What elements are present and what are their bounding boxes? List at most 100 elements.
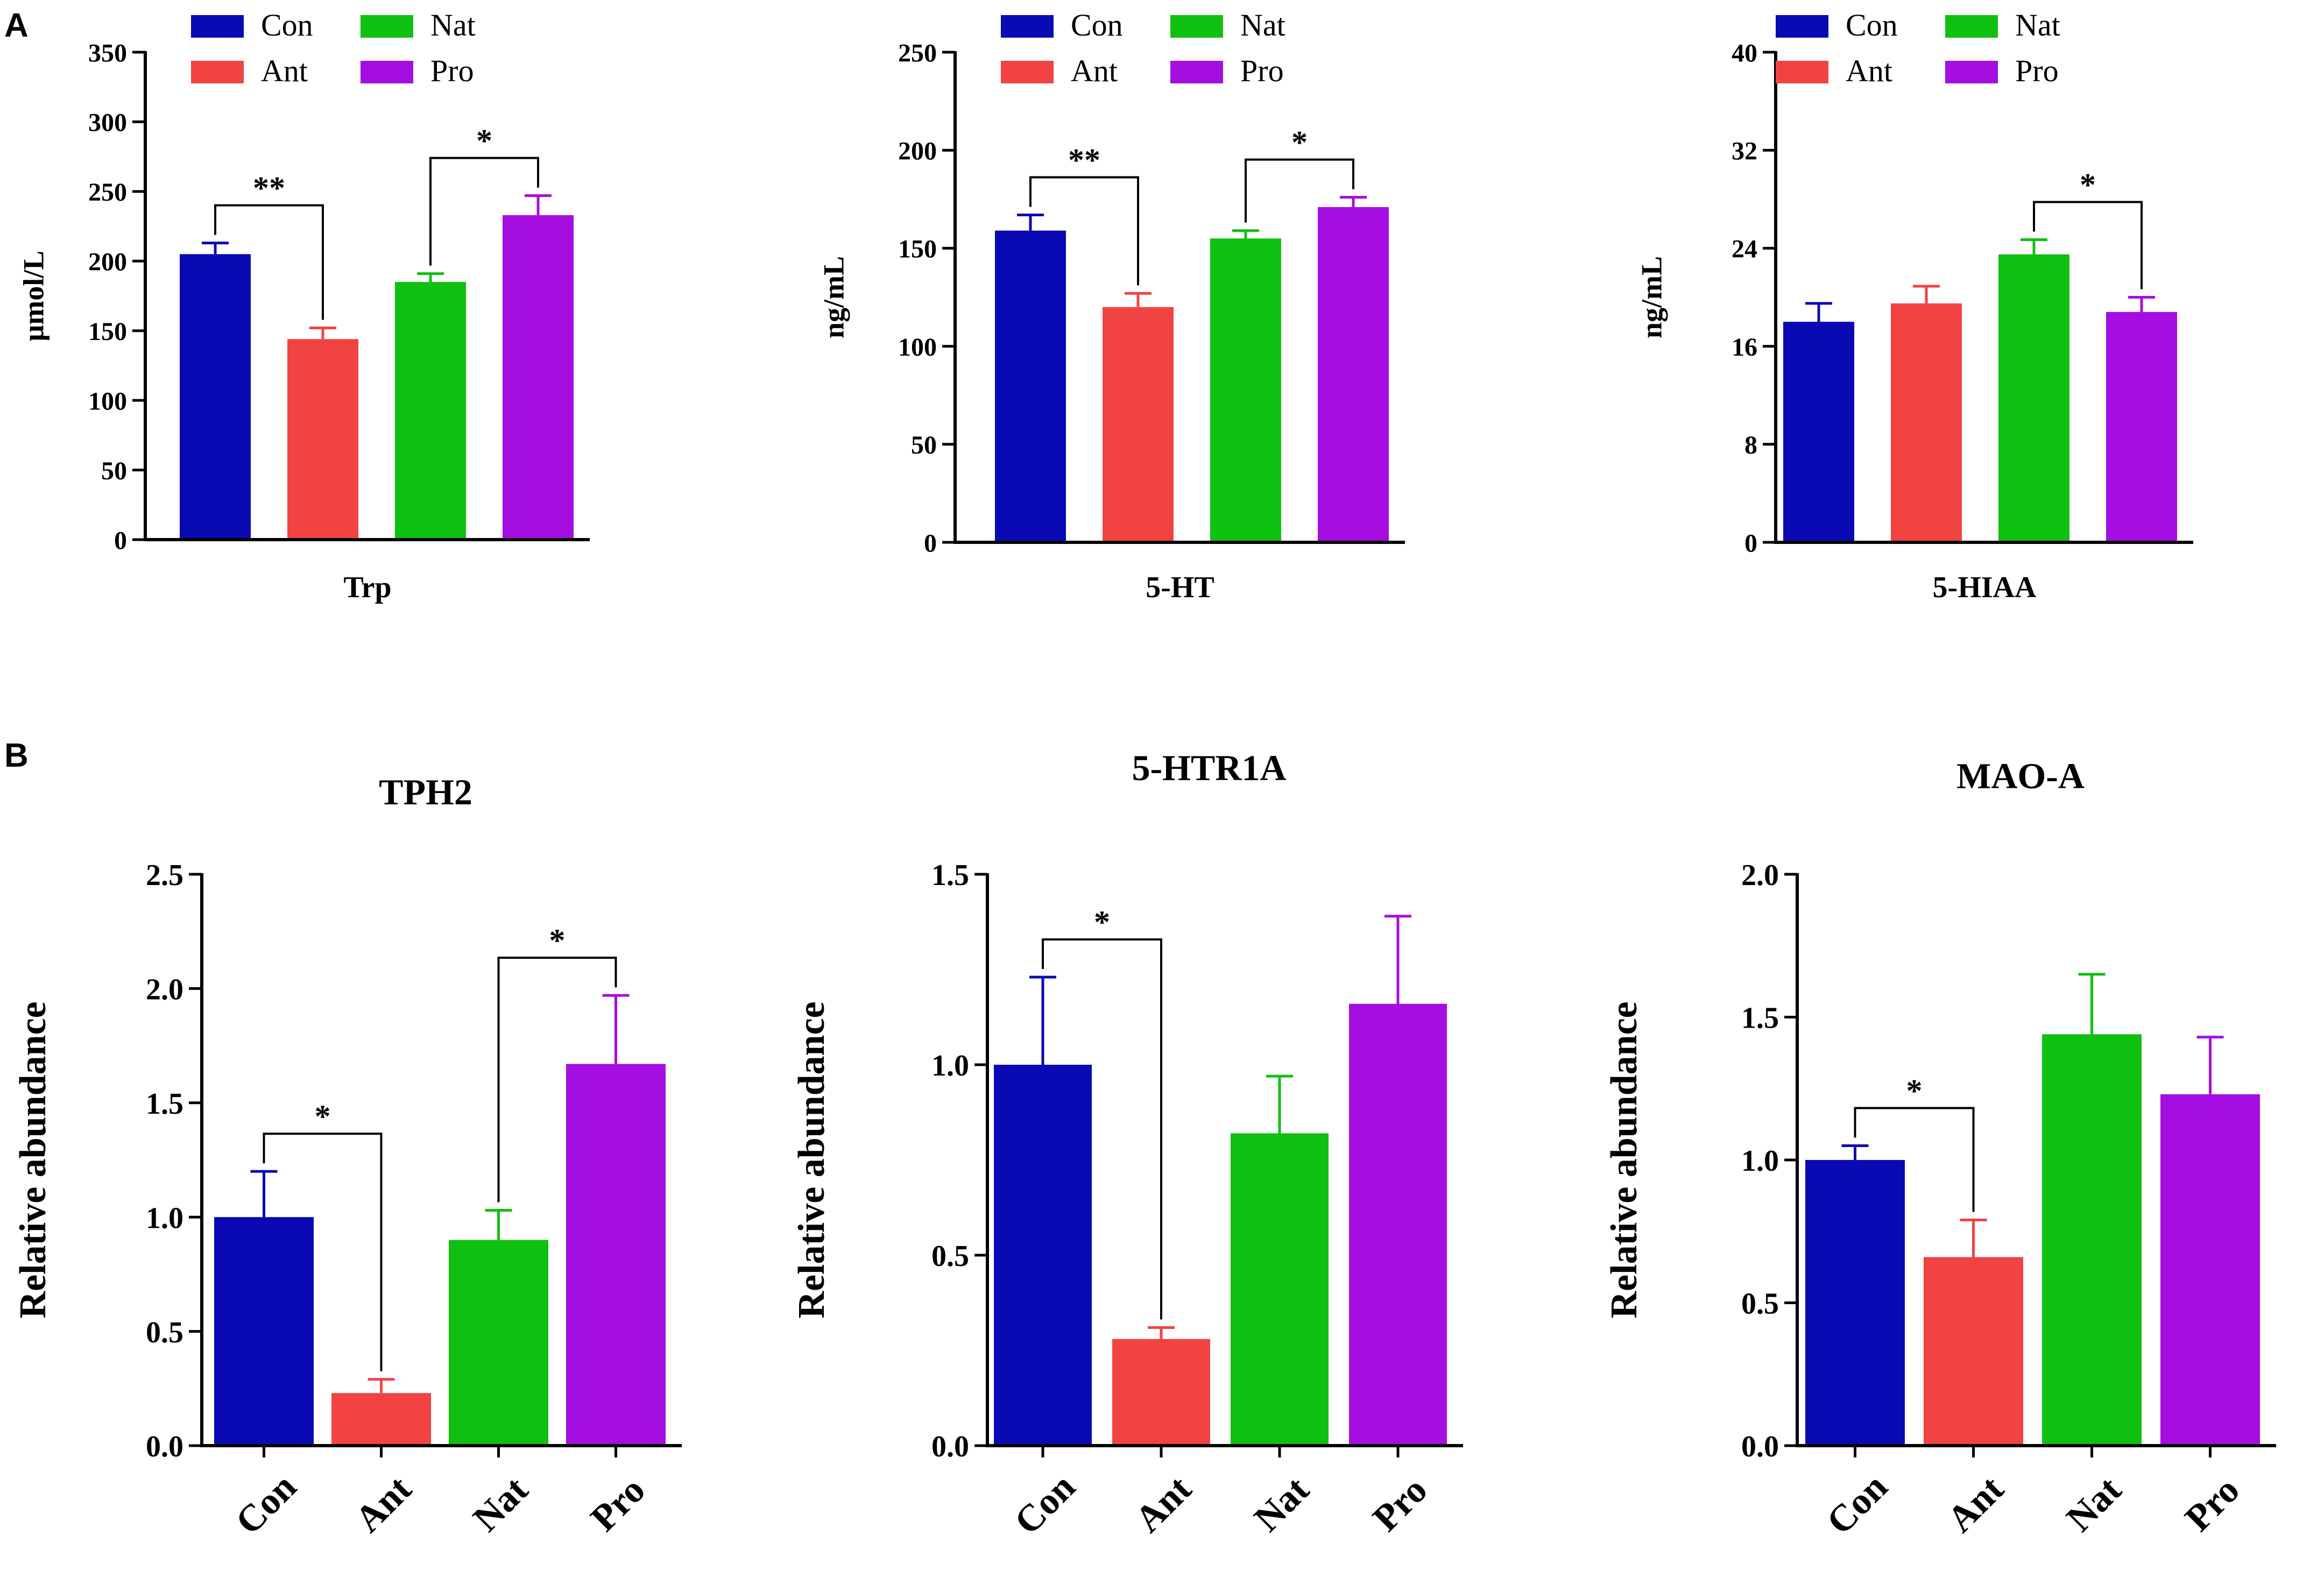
bar-ant [1112,1339,1210,1446]
y-tick-label: 24 [1732,235,1757,264]
chart-1: 0 50 100 150 200 250 300 350 μmol/L Trp Con Ant Nat P… [17,8,590,604]
y-axis-label: Relative abundance [1604,1001,1645,1318]
legend-label-ant: Ant [261,53,308,88]
y-tick-label: 50 [911,431,937,459]
chart-title: MAO-A [1956,755,2085,796]
chart-title: 5-HTR1A [1132,747,1286,788]
significance-label: * [315,1099,331,1134]
legend-label-ant: Ant [1071,53,1118,88]
bar-ant [1924,1257,2023,1446]
legend-swatch-pro [1170,61,1223,83]
chart-title: TPH2 [379,772,472,812]
bar-pro [566,1064,666,1446]
y-tick-label: 2.0 [146,973,183,1007]
legend-swatch-con [1776,15,1828,38]
legend-swatch-con [1001,15,1054,38]
bar-con [1783,322,1854,542]
y-tick-label: 0.0 [931,1430,969,1463]
y-axis-label: Relative abundance [791,1001,832,1318]
legend-swatch-ant [1776,61,1828,83]
y-tick-label: 50 [101,457,127,485]
y-tick-label: 0 [924,529,937,557]
y-tick-label: 1.0 [146,1201,183,1235]
y-tick-label: 200 [898,137,937,165]
bar-nat [395,282,466,540]
significance-bracket [1042,938,1162,1320]
legend-label-con: Con [261,8,313,43]
legend-label-nat: Nat [2015,8,2060,43]
y-tick-label: 350 [88,39,127,67]
y-tick-label: 2.5 [146,859,183,892]
significance-bracket [263,1133,383,1371]
y-tick-label: 32 [1732,137,1757,165]
significance-label: * [1094,904,1110,940]
significance-bracket [1245,158,1354,223]
legend-label-con: Con [1071,8,1123,43]
bar-con [1805,1160,1905,1446]
bar-ant [1891,303,1962,542]
significance-label: * [2080,167,2096,202]
y-tick-label: 0.5 [931,1240,969,1273]
significance-label: ** [1068,142,1100,178]
panel-a-label: A [4,7,29,44]
bar-ant [1103,307,1174,542]
y-tick-label: 0.0 [146,1430,183,1463]
y-tick-label: 16 [1732,333,1757,362]
bar-nat [2042,1034,2142,1446]
y-tick-label: 250 [88,178,127,207]
legend-swatch-pro [361,61,413,83]
legend-label-nat: Nat [1240,8,1285,43]
legend-swatch-pro [1945,61,1998,83]
y-tick-label: 0.5 [146,1316,183,1349]
panel-b-label: B [4,737,29,774]
bar-pro [1318,207,1389,543]
y-tick-label: 0 [114,526,127,555]
y-tick-label: 150 [898,235,937,264]
y-tick-label: 0.5 [1741,1287,1779,1321]
y-tick-label: 1.5 [931,859,969,892]
bar-pro [2106,312,2177,542]
significance-bracket [1854,1107,1975,1212]
significance-label: ** [253,171,285,206]
bar-pro [2160,1094,2260,1446]
legend-label-pro: Pro [1240,53,1284,88]
bar-nat [1231,1133,1329,1446]
significance-bracket [497,957,617,1202]
bar-con [995,230,1066,542]
bar-nat [449,1240,548,1446]
y-tick-label: 1.5 [1741,1002,1779,1035]
bar-con [994,1065,1092,1446]
significance-bracket [1029,176,1139,286]
x-axis-label: 5-HT [1146,571,1214,604]
significance-label: * [476,123,492,159]
y-tick-label: 40 [1732,39,1757,67]
y-axis-label: ng/mL [1635,256,1668,338]
significance-bracket [2033,201,2143,289]
bar-ant [331,1393,431,1446]
legend-label-ant: Ant [1846,53,1892,88]
legend-swatch-nat [1170,15,1223,38]
bar-nat [1210,238,1281,542]
y-tick-label: 1.0 [931,1049,969,1082]
legend-label-pro: Pro [430,53,474,88]
y-tick-label: 250 [898,39,937,67]
legend-swatch-con [191,15,244,38]
legend-label-con: Con [1846,8,1898,43]
legend-swatch-ant [1001,61,1054,83]
bar-ant [287,339,358,540]
y-tick-label: 300 [88,109,127,137]
y-axis-label: Relative abundance [12,1001,54,1318]
x-axis-label: Trp [343,571,391,604]
y-tick-label: 1.0 [1741,1144,1779,1178]
y-axis-label: ng/mL [817,256,850,338]
y-tick-label: 200 [88,248,127,277]
y-axis-label: μmol/L [17,251,50,342]
bar-nat [1998,254,2069,543]
legend-swatch-nat [361,15,413,38]
y-tick-label: 2.0 [1741,859,1779,892]
y-tick-label: 8 [1744,431,1757,459]
significance-bracket [214,204,324,320]
